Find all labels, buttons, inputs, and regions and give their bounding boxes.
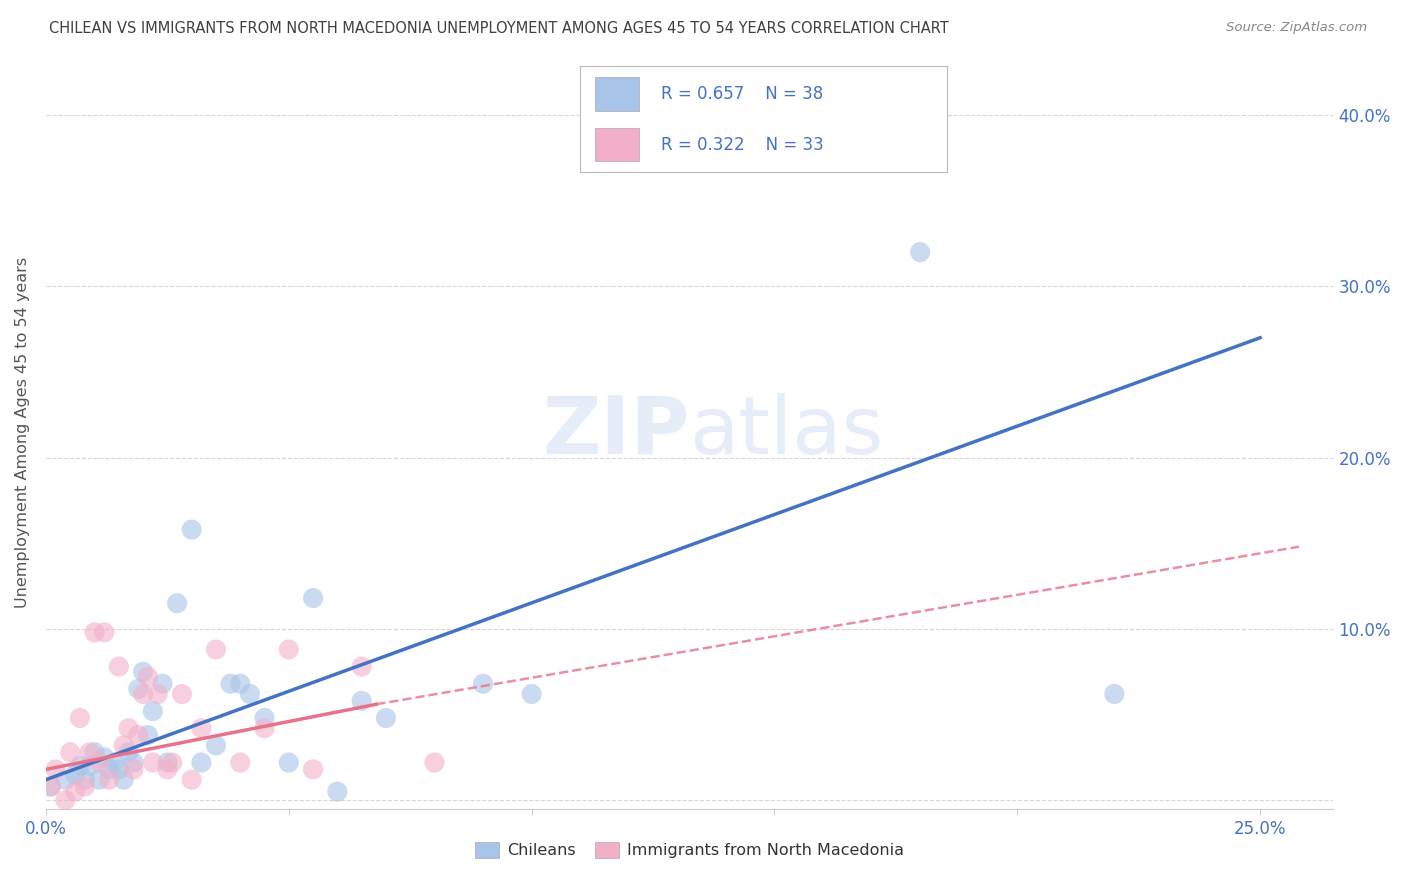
Point <box>93 750 115 764</box>
Point <box>55 772 77 787</box>
Point <box>423 756 446 770</box>
Point <box>132 687 155 701</box>
Text: CHILEAN VS IMMIGRANTS FROM NORTH MACEDONIA UNEMPLOYMENT AMONG AGES 45 TO 54 YEAR: CHILEAN VS IMMIGRANTS FROM NORTH MACEDON… <box>49 21 949 36</box>
Point <box>156 756 179 770</box>
Point <box>112 772 135 787</box>
Point <box>166 596 188 610</box>
Point <box>472 677 495 691</box>
Point <box>103 756 125 770</box>
Point <box>127 681 149 696</box>
Point <box>55 793 77 807</box>
Point <box>277 642 299 657</box>
Point <box>253 721 276 735</box>
Point <box>98 763 121 777</box>
Point <box>1104 687 1126 701</box>
Point <box>39 780 62 794</box>
Legend: Chileans, Immigrants from North Macedonia: Chileans, Immigrants from North Macedoni… <box>468 836 910 865</box>
Point <box>117 721 139 735</box>
Y-axis label: Unemployment Among Ages 45 to 54 years: Unemployment Among Ages 45 to 54 years <box>15 256 30 607</box>
Point <box>350 694 373 708</box>
Point <box>122 763 145 777</box>
Point <box>180 523 202 537</box>
Point <box>219 677 242 691</box>
Point <box>152 677 174 691</box>
Point <box>39 780 62 794</box>
Point <box>229 756 252 770</box>
Point <box>117 745 139 759</box>
Point <box>136 670 159 684</box>
Text: Source: ZipAtlas.com: Source: ZipAtlas.com <box>1226 21 1367 34</box>
Point <box>108 659 131 673</box>
Point <box>205 739 228 753</box>
Point <box>89 756 111 770</box>
Point <box>79 745 101 759</box>
Point <box>112 739 135 753</box>
Point <box>122 756 145 770</box>
Point <box>79 759 101 773</box>
Point <box>374 711 396 725</box>
Point <box>59 745 82 759</box>
Point <box>108 763 131 777</box>
Text: atlas: atlas <box>689 393 884 471</box>
Point <box>45 763 67 777</box>
Point <box>63 784 86 798</box>
Point <box>63 767 86 781</box>
Point <box>127 728 149 742</box>
Point <box>908 245 931 260</box>
Point <box>170 687 193 701</box>
Point <box>180 772 202 787</box>
Point <box>239 687 262 701</box>
Point <box>89 772 111 787</box>
Point <box>302 763 325 777</box>
Point <box>83 625 105 640</box>
Point <box>190 721 212 735</box>
Point <box>520 687 543 701</box>
Point <box>73 772 96 787</box>
Point <box>229 677 252 691</box>
Point <box>83 745 105 759</box>
Point <box>350 659 373 673</box>
Point <box>142 756 165 770</box>
Point <box>162 756 184 770</box>
Point <box>142 704 165 718</box>
Point <box>132 665 155 679</box>
Point <box>98 772 121 787</box>
Point <box>136 728 159 742</box>
Point <box>190 756 212 770</box>
Point <box>146 687 169 701</box>
Point <box>156 763 179 777</box>
Point <box>69 711 91 725</box>
Point <box>253 711 276 725</box>
Point <box>302 591 325 606</box>
Text: ZIP: ZIP <box>543 393 689 471</box>
Point <box>69 759 91 773</box>
Point <box>73 780 96 794</box>
Point <box>326 784 349 798</box>
Point <box>277 756 299 770</box>
Point <box>93 625 115 640</box>
Point <box>205 642 228 657</box>
